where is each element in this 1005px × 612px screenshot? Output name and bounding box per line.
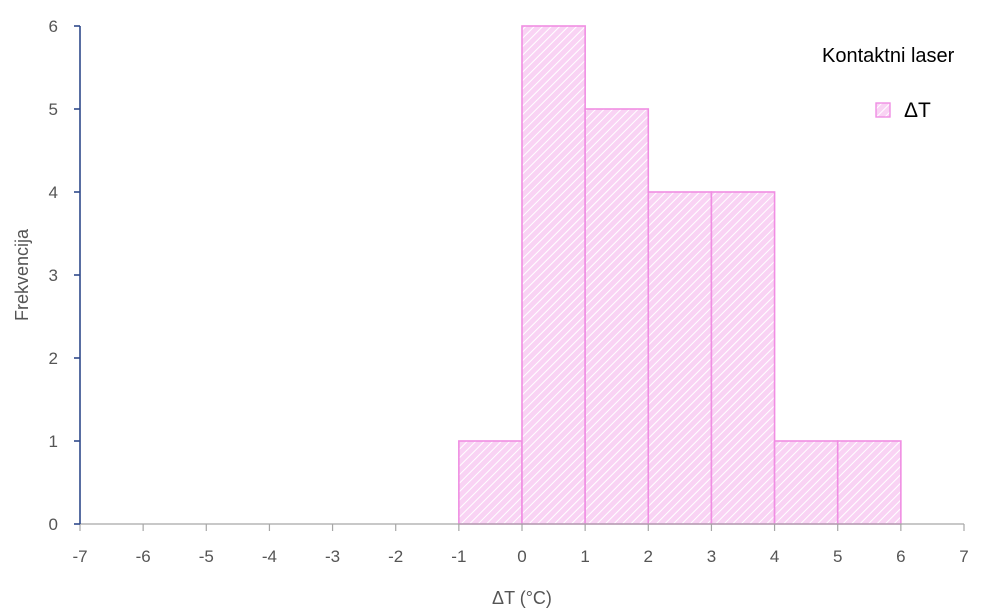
histogram-bar	[710, 191, 776, 525]
y-tick-label: 4	[49, 183, 58, 202]
x-tick-label: 0	[517, 547, 526, 566]
y-tick-label: 2	[49, 349, 58, 368]
histogram-bar	[584, 108, 650, 525]
x-tick-label: 6	[896, 547, 905, 566]
legend-title: Kontaktni laser	[822, 45, 955, 67]
x-tick-label: -2	[388, 547, 403, 566]
histogram-bar	[521, 25, 586, 525]
histogram-bar	[836, 440, 902, 525]
x-tick-label: 1	[580, 547, 589, 566]
x-tick-label: 2	[644, 547, 653, 566]
y-tick-label: 0	[49, 515, 58, 534]
x-tick-label: -6	[136, 547, 151, 566]
x-tick-label: 4	[770, 547, 779, 566]
x-ticks-layer: -7 -6 -5 -4 -3 -2 -1 0 1 2 3 4 5 6 7	[72, 524, 969, 566]
y-tick-label: 5	[49, 100, 58, 119]
bars-layer	[458, 25, 902, 525]
x-tick-label: 3	[707, 547, 716, 566]
legend: Kontaktni laser ΔT	[822, 45, 955, 122]
histogram-bar	[773, 440, 839, 525]
x-tick-label: -4	[262, 547, 277, 566]
x-tick-label: -7	[72, 547, 87, 566]
x-axis-title: ΔT (°C)	[492, 588, 552, 608]
x-tick-label: -3	[325, 547, 340, 566]
x-tick-label: -5	[199, 547, 214, 566]
legend-series-label: ΔT	[904, 99, 931, 122]
x-tick-label: 5	[833, 547, 842, 566]
y-ticks-layer: 0 1 2 3 4 5 6	[49, 17, 80, 534]
y-axis-title: Frekvencija	[12, 228, 32, 321]
x-tick-label: -1	[451, 547, 466, 566]
histogram-bar	[458, 440, 523, 525]
legend-swatch	[875, 102, 891, 118]
y-tick-label: 1	[49, 432, 58, 451]
x-tick-label: 7	[959, 547, 968, 566]
histogram-bar	[647, 191, 713, 525]
y-tick-label: 3	[49, 266, 58, 285]
y-tick-label: 6	[49, 17, 58, 36]
